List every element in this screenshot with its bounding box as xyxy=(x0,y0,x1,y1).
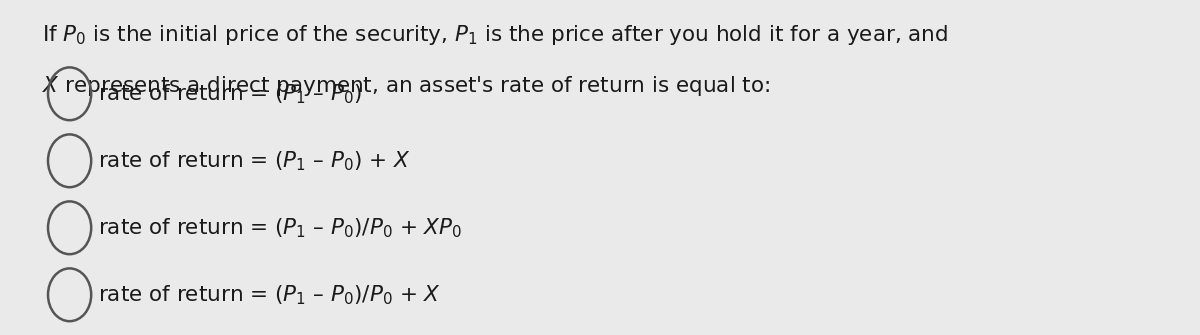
Text: rate of return = ($P_1$ – $P_0$): rate of return = ($P_1$ – $P_0$) xyxy=(98,82,362,106)
Text: rate of return = ($P_1$ – $P_0$) + $X$: rate of return = ($P_1$ – $P_0$) + $X$ xyxy=(98,149,412,173)
Text: rate of return = ($P_1$ – $P_0$)/$P_0$ + $XP_0$: rate of return = ($P_1$ – $P_0$)/$P_0$ +… xyxy=(98,216,462,240)
Text: rate of return = ($P_1$ – $P_0$)/$P_0$ + $X$: rate of return = ($P_1$ – $P_0$)/$P_0$ +… xyxy=(98,283,442,307)
Text: $X$ represents a direct payment, an asset's rate of return is equal to:: $X$ represents a direct payment, an asse… xyxy=(42,74,770,98)
Text: If $P_0$ is the initial price of the security, $P_1$ is the price after you hold: If $P_0$ is the initial price of the sec… xyxy=(42,23,948,48)
